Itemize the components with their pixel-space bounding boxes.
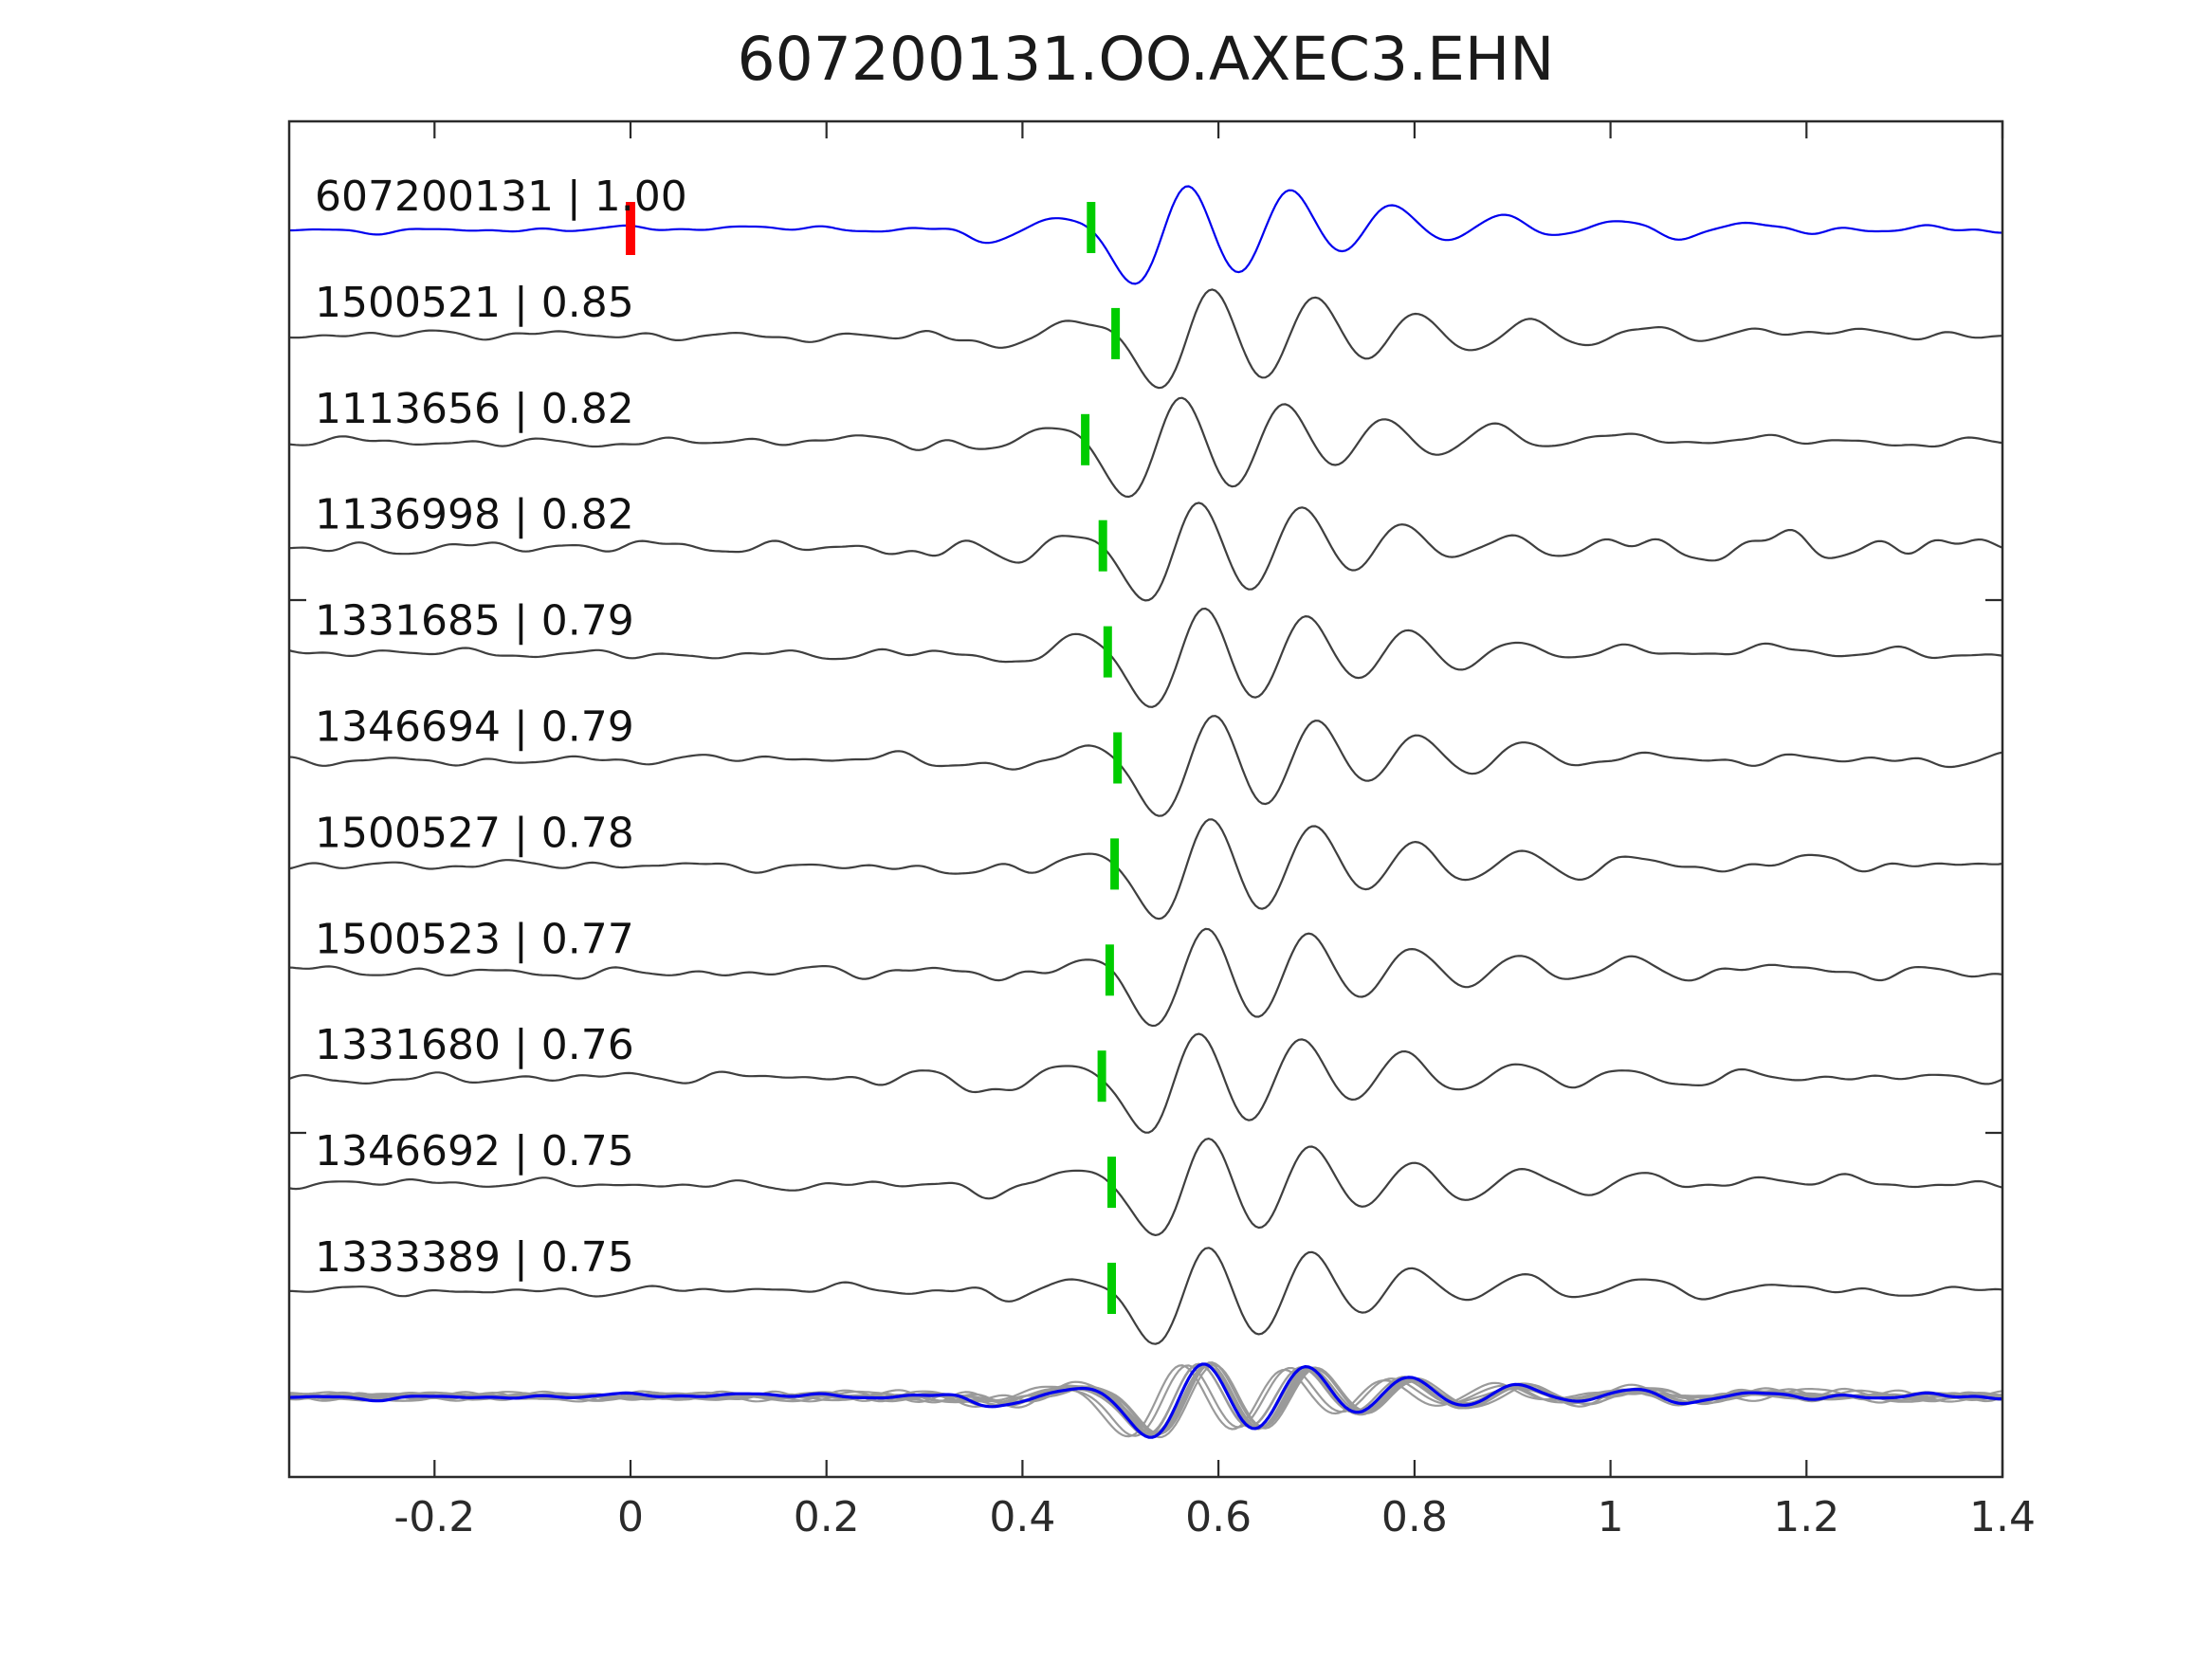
trace-label-1331685: 1331685 | 0.79 bbox=[315, 597, 634, 646]
pick-marker-1500527 bbox=[1110, 838, 1120, 890]
x-tick-label-0.4: 0.4 bbox=[989, 1493, 1055, 1541]
member-trace-1346694 bbox=[289, 715, 2002, 817]
member-trace-1136998 bbox=[289, 501, 2002, 602]
pick-marker-1500521 bbox=[1111, 307, 1121, 359]
pick-marker-1500523 bbox=[1105, 944, 1114, 996]
member-trace-1346692 bbox=[289, 1138, 2002, 1236]
trace-label-1346694: 1346694 | 0.79 bbox=[315, 703, 634, 752]
member-trace-1113656 bbox=[289, 396, 2002, 499]
trace-label-1500523: 1500523 | 0.77 bbox=[315, 915, 634, 963]
trace-label-607200131: 607200131 | 1.00 bbox=[315, 173, 687, 221]
traces-group bbox=[289, 185, 2002, 1439]
x-tick-label-1.2: 1.2 bbox=[1773, 1493, 1839, 1541]
reference-trace-607200131 bbox=[289, 185, 2002, 285]
x-tick-label-0.8: 0.8 bbox=[1381, 1493, 1448, 1541]
x-tick-label-0: 0 bbox=[617, 1493, 644, 1541]
trace-label-1331680: 1331680 | 0.76 bbox=[315, 1021, 634, 1069]
pick-marker-1113656 bbox=[1081, 413, 1090, 465]
x-tick-label--0.2: -0.2 bbox=[393, 1493, 475, 1541]
member-trace-1500521 bbox=[289, 288, 2002, 390]
stack-trace bbox=[289, 1362, 2002, 1439]
pick-marker-1331680 bbox=[1097, 1050, 1106, 1103]
pick-marker-607200131 bbox=[1087, 202, 1096, 253]
pick-marker-1136998 bbox=[1098, 520, 1107, 572]
x-tick-label-0.6: 0.6 bbox=[1185, 1493, 1252, 1541]
pick-marker-1346694 bbox=[1113, 732, 1123, 784]
member-trace-1500523 bbox=[289, 927, 2002, 1028]
trace-label-1333389: 1333389 | 0.75 bbox=[315, 1233, 634, 1282]
trace-label-1500521: 1500521 | 0.85 bbox=[315, 279, 634, 327]
trace-label-1346692: 1346692 | 0.75 bbox=[315, 1127, 634, 1176]
x-tick-label-0.2: 0.2 bbox=[794, 1493, 860, 1541]
x-tick-label-1: 1 bbox=[1598, 1493, 1624, 1541]
trace-label-1500527: 1500527 | 0.78 bbox=[315, 809, 634, 857]
plot-title: 607200131.OO.AXEC3.EHN bbox=[737, 25, 1555, 94]
member-trace-1331680 bbox=[289, 1032, 2002, 1134]
member-trace-1331685 bbox=[289, 607, 2002, 708]
pick-marker-1346692 bbox=[1107, 1157, 1116, 1209]
trace-label-1113656: 1113656 | 0.82 bbox=[315, 385, 634, 433]
trace-label-1136998: 1136998 | 0.82 bbox=[315, 491, 634, 539]
x-tick-label-1.4: 1.4 bbox=[1969, 1493, 2036, 1541]
plot-border bbox=[287, 119, 2004, 1479]
member-trace-1333389 bbox=[289, 1247, 2002, 1345]
reference-pick-marker bbox=[626, 202, 635, 255]
pick-marker-1333389 bbox=[1107, 1263, 1116, 1314]
pick-marker-1331685 bbox=[1103, 626, 1112, 678]
member-trace-1500527 bbox=[289, 818, 2002, 921]
